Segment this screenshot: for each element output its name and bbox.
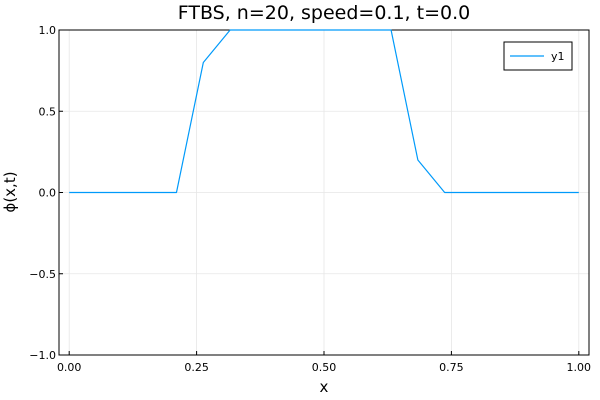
y-tick-label: −1.0	[29, 349, 56, 362]
y-tick-label: 0.5	[39, 105, 57, 118]
x-axis-label: x	[320, 378, 329, 396]
legend: y1	[503, 41, 573, 71]
chart-title: FTBS, n=20, speed=0.1, t=0.0	[178, 2, 470, 24]
y-tick-label: −0.5	[29, 268, 56, 281]
x-tick-label: 0.00	[57, 361, 82, 374]
y-tick-label: 1.0	[39, 24, 57, 37]
x-tick-label: 0.75	[439, 361, 464, 374]
series-layer	[69, 29, 579, 194]
y-axis-label: ϕ(x,t)	[1, 171, 19, 212]
x-tick-label: 0.50	[312, 361, 337, 374]
series-line-y1	[69, 29, 579, 194]
y-tick-label: 0.0	[39, 187, 57, 200]
x-tick-label: 1.00	[567, 361, 592, 374]
axis-ticks: 0.00 0.25 0.50 0.75 1.00 −1.0 −0.5 0.0 0.5 1.0	[29, 24, 591, 374]
legend-label-y1: y1	[551, 50, 565, 63]
x-tick-label: 0.25	[184, 361, 209, 374]
